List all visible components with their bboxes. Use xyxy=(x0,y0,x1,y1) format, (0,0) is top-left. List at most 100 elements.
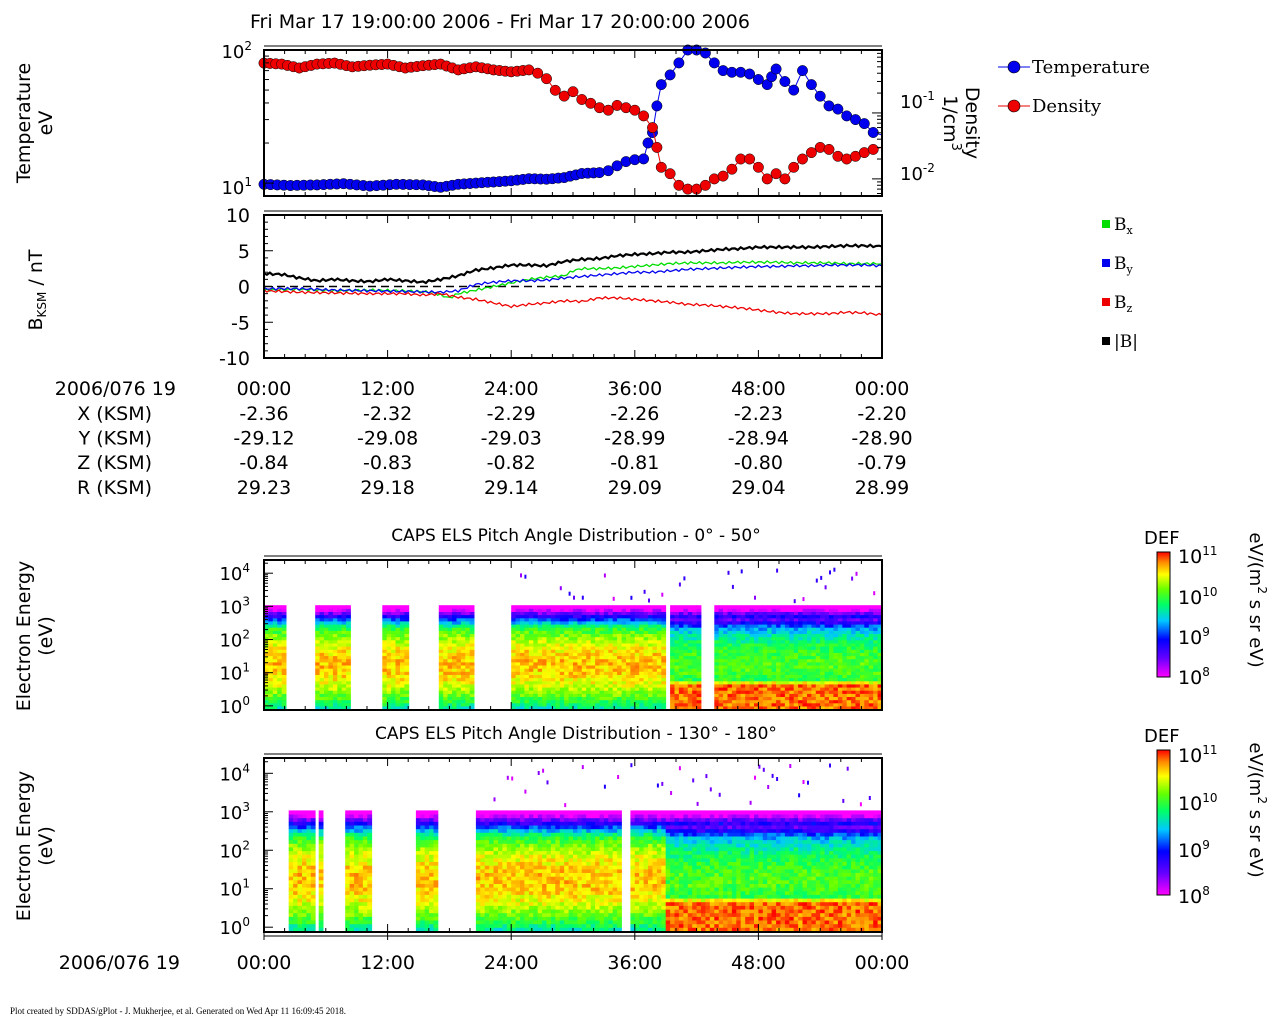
spectrogram-cell xyxy=(873,699,878,704)
spectrogram-cell xyxy=(281,621,287,625)
spectrogram-cell xyxy=(648,661,653,666)
spectrogram-cell xyxy=(546,649,552,653)
spectrogram-cell xyxy=(758,646,764,650)
spectrogram-cell xyxy=(643,605,649,609)
spectrogram-cell xyxy=(550,655,556,660)
spectrogram-cell xyxy=(568,646,574,650)
spectrogram-cell xyxy=(404,655,410,660)
spectrogram-cell xyxy=(429,843,434,848)
spectrogram-cell xyxy=(749,617,755,622)
spectrogram-cell xyxy=(484,920,490,925)
spectrogram-cell xyxy=(762,611,768,616)
spectrogram-cell xyxy=(859,668,865,672)
spectrogram-cell xyxy=(829,665,834,669)
spectrogram-cell xyxy=(678,611,684,616)
spectrogram-cell xyxy=(564,677,569,682)
spectrogram-cell xyxy=(489,920,494,925)
spectrogram-cell xyxy=(550,658,556,663)
spectrogram-cell xyxy=(678,702,684,707)
spectrogram-cell xyxy=(767,668,772,672)
spectrogram-cell xyxy=(415,916,421,921)
spectrogram-cell xyxy=(400,646,405,650)
spectrogram-cell xyxy=(386,693,392,697)
spectrogram-cell xyxy=(639,661,644,666)
spectrogram-cell xyxy=(297,843,303,848)
spectrogram-cell xyxy=(718,627,724,631)
spectrogram-cell xyxy=(564,687,569,691)
spectrogram-cell xyxy=(346,652,351,657)
spectrogram-cell xyxy=(674,649,680,653)
spectrogram-speckle xyxy=(648,598,650,603)
energy-tick-exponent: 4 xyxy=(242,561,250,575)
spectrogram-cell xyxy=(559,652,565,657)
spectrogram-cell xyxy=(692,649,697,653)
spectrogram-cell xyxy=(670,614,675,619)
spectrogram-cell xyxy=(318,847,324,852)
spectrogram-cell xyxy=(824,614,830,619)
spectrogram-cell xyxy=(346,706,351,710)
spectrogram-cell xyxy=(639,674,644,679)
spectrogram-cell xyxy=(656,639,662,644)
spectrogram-cell xyxy=(599,649,605,653)
spectrogram-cell xyxy=(537,624,543,628)
spectrogram-speckle xyxy=(603,573,606,578)
spectrogram-cell xyxy=(484,927,490,932)
spectrogram-cell xyxy=(634,668,640,672)
spectrogram-cell xyxy=(656,627,662,631)
spectrogram-cell xyxy=(670,671,675,675)
spectrogram-cell xyxy=(678,655,684,660)
spectrogram-cell xyxy=(749,668,755,672)
spectrogram-cell xyxy=(767,671,772,675)
spectrogram-cell xyxy=(877,661,883,666)
spectrogram-cell xyxy=(315,668,320,672)
spectrogram-cell xyxy=(586,649,591,653)
spectrogram-cell xyxy=(877,649,883,653)
spectrogram-cell xyxy=(714,636,720,641)
spectrogram-cell xyxy=(400,652,405,657)
spectrogram-cell xyxy=(608,643,614,647)
spectrogram-cell xyxy=(438,608,444,612)
spectrogram-speckle xyxy=(568,591,571,596)
spectrogram-cell xyxy=(341,643,347,647)
spectrogram-cell xyxy=(661,643,667,647)
spectrogram-cell xyxy=(424,916,430,921)
spectrogram-cell xyxy=(302,901,307,906)
spectrogram-cell xyxy=(564,617,569,622)
spectrogram-cell xyxy=(758,649,764,653)
spectrogram-cell xyxy=(354,916,359,921)
spectrogram-cell xyxy=(528,690,534,694)
spectrogram-cell xyxy=(599,655,605,660)
spectrogram-speckle xyxy=(678,582,681,587)
spectrogram-cell xyxy=(475,923,481,928)
spectrogram-cell xyxy=(674,636,680,641)
spectrogram-cell xyxy=(480,857,486,862)
spectrogram-cell xyxy=(595,677,600,682)
spectrogram-cell xyxy=(349,894,355,899)
els2-data-layer xyxy=(288,763,883,932)
spectrogram-cell xyxy=(555,665,561,669)
spectrogram-cell xyxy=(692,646,697,650)
legend-density-label: Density xyxy=(1032,96,1102,117)
spectrogram-cell xyxy=(811,668,817,672)
spectrogram-cell xyxy=(718,646,724,650)
spectrogram-cell xyxy=(851,671,856,675)
spectrogram-cell xyxy=(281,627,287,631)
spectrogram-cell xyxy=(277,684,282,688)
spectrogram-cell xyxy=(277,677,282,682)
spectrogram-cell xyxy=(281,655,287,660)
spectrogram-cell xyxy=(332,633,338,638)
spectrogram-cell xyxy=(272,671,278,675)
spectrogram-cell xyxy=(670,617,675,622)
spectrogram-cell xyxy=(634,684,640,688)
spectrogram-cell xyxy=(447,627,453,631)
spectrogram-cell xyxy=(310,861,316,866)
spectrogram-cell xyxy=(820,658,825,663)
spectrogram-cell xyxy=(293,828,298,833)
spectrogram-cell xyxy=(386,639,392,644)
spectrogram-cell xyxy=(443,668,448,672)
spectrogram-cell xyxy=(776,674,781,679)
spectrogram-cell xyxy=(498,872,503,877)
spectrogram-cell xyxy=(433,901,439,906)
spectrogram-cell xyxy=(820,661,825,666)
spectrogram-cell xyxy=(433,850,439,855)
